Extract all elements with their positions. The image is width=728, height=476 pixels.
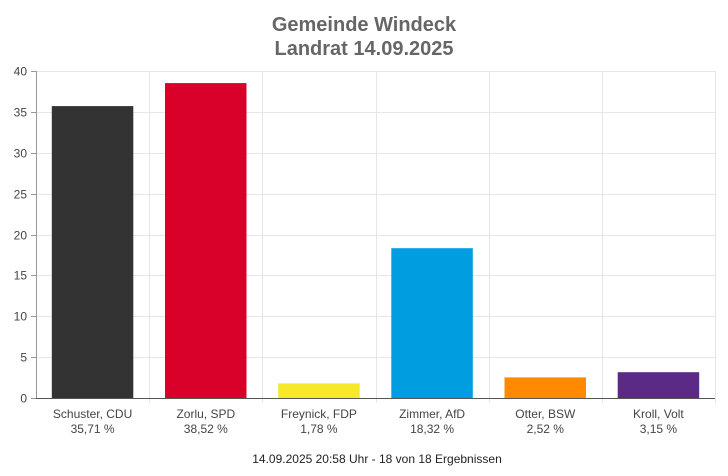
- y-tick-label: 15: [14, 269, 28, 283]
- x-percent-label: 38,52 %: [184, 422, 228, 436]
- y-tick-label: 35: [14, 106, 28, 120]
- y-tick-label: 25: [14, 188, 28, 202]
- bar-1[interactable]: [51, 106, 134, 398]
- y-tick-label: 0: [20, 392, 27, 406]
- y-tick-label: 10: [14, 310, 28, 324]
- grid: [36, 71, 716, 403]
- y-tick-label: 20: [14, 229, 28, 243]
- y-tick-label: 5: [20, 351, 27, 365]
- bars: [51, 83, 700, 398]
- x-category-label: Zorlu, SPD: [176, 407, 235, 421]
- footer-status: 14.09.2025 20:58 Uhr - 18 von 18 Ergebni…: [252, 452, 502, 466]
- bar-5[interactable]: [504, 377, 587, 398]
- x-percent-label: 35,71 %: [71, 422, 115, 436]
- bar-2[interactable]: [165, 83, 247, 398]
- x-percent-label: 1,78 %: [300, 422, 338, 436]
- bar-3[interactable]: [278, 383, 360, 398]
- bar-6[interactable]: [617, 372, 700, 398]
- x-category-label: Zimmer, AfD: [399, 407, 465, 421]
- y-tick-label: 40: [14, 65, 28, 79]
- x-category-label: Schuster, CDU: [53, 407, 132, 421]
- x-category-label: Otter, BSW: [515, 407, 576, 421]
- x-percent-label: 3,15 %: [640, 422, 678, 436]
- chart-title-line-2: Landrat 14.09.2025: [275, 38, 454, 60]
- x-percent-label: 18,32 %: [410, 422, 454, 436]
- bar-4[interactable]: [391, 248, 473, 398]
- x-percent-label: 2,52 %: [527, 422, 565, 436]
- chart-title-line-1: Gemeinde Windeck: [272, 14, 457, 36]
- x-category-label: Freynick, FDP: [281, 407, 357, 421]
- x-category-label: Kroll, Volt: [633, 407, 684, 421]
- y-tick-label: 30: [14, 147, 28, 161]
- y-axis: 0 5 10 15 20 25 30 35 40: [14, 65, 715, 406]
